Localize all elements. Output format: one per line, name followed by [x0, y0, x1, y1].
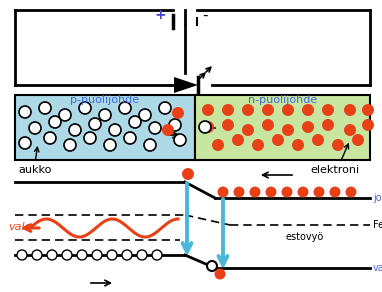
- Circle shape: [212, 139, 224, 151]
- Circle shape: [152, 250, 162, 260]
- Circle shape: [362, 119, 374, 131]
- Circle shape: [322, 104, 334, 116]
- Circle shape: [242, 104, 254, 116]
- Text: estovyö: estovyö: [285, 232, 323, 242]
- Circle shape: [29, 122, 41, 134]
- Circle shape: [322, 119, 334, 131]
- Circle shape: [249, 187, 261, 197]
- Circle shape: [79, 102, 91, 114]
- Text: johtavuusvyö: johtavuusvyö: [373, 193, 382, 203]
- Circle shape: [352, 134, 364, 146]
- Circle shape: [344, 104, 356, 116]
- Circle shape: [69, 124, 81, 136]
- Circle shape: [149, 122, 161, 134]
- Circle shape: [252, 139, 264, 151]
- Circle shape: [49, 116, 61, 128]
- Circle shape: [302, 121, 314, 133]
- Circle shape: [215, 269, 225, 279]
- Text: -: -: [202, 8, 208, 22]
- Circle shape: [77, 250, 87, 260]
- Circle shape: [119, 102, 131, 114]
- Text: aukko: aukko: [18, 165, 51, 175]
- Circle shape: [64, 139, 76, 151]
- Circle shape: [362, 104, 374, 116]
- Text: +: +: [154, 8, 166, 22]
- Circle shape: [298, 187, 309, 197]
- Circle shape: [282, 104, 294, 116]
- Circle shape: [92, 250, 102, 260]
- Circle shape: [232, 134, 244, 146]
- Circle shape: [107, 250, 117, 260]
- Circle shape: [282, 124, 294, 136]
- Circle shape: [62, 250, 72, 260]
- Circle shape: [242, 124, 254, 136]
- Circle shape: [19, 106, 31, 118]
- Circle shape: [312, 134, 324, 146]
- Circle shape: [314, 187, 324, 197]
- Circle shape: [202, 104, 214, 116]
- Circle shape: [89, 118, 101, 130]
- Text: valo: valo: [8, 222, 31, 232]
- Circle shape: [345, 187, 356, 197]
- Circle shape: [182, 168, 194, 180]
- Circle shape: [124, 132, 136, 144]
- Text: valenssivyö: valenssivyö: [373, 263, 382, 273]
- Circle shape: [330, 187, 340, 197]
- Circle shape: [272, 134, 284, 146]
- Circle shape: [172, 107, 184, 119]
- Polygon shape: [174, 77, 198, 93]
- Circle shape: [32, 250, 42, 260]
- Circle shape: [19, 137, 31, 149]
- Circle shape: [39, 102, 51, 114]
- Circle shape: [174, 134, 186, 146]
- Text: elektroni: elektroni: [310, 165, 359, 175]
- Circle shape: [17, 250, 27, 260]
- Text: Fermitaso: Fermitaso: [373, 220, 382, 230]
- Circle shape: [129, 116, 141, 128]
- Text: n-puolijohde: n-puolijohde: [248, 95, 317, 105]
- Circle shape: [265, 187, 277, 197]
- Circle shape: [99, 109, 111, 121]
- Circle shape: [217, 187, 228, 197]
- Bar: [15, 95, 195, 160]
- Circle shape: [139, 109, 151, 121]
- Circle shape: [222, 104, 234, 116]
- Circle shape: [159, 102, 171, 114]
- Circle shape: [262, 104, 274, 116]
- Circle shape: [84, 132, 96, 144]
- Circle shape: [47, 250, 57, 260]
- Circle shape: [292, 139, 304, 151]
- Circle shape: [332, 139, 344, 151]
- Circle shape: [109, 124, 121, 136]
- Circle shape: [162, 124, 174, 136]
- Circle shape: [122, 250, 132, 260]
- Circle shape: [199, 121, 211, 133]
- Circle shape: [262, 119, 274, 131]
- Bar: [195, 95, 370, 160]
- Circle shape: [59, 109, 71, 121]
- Circle shape: [344, 124, 356, 136]
- Circle shape: [222, 119, 234, 131]
- Text: p-puolijohde: p-puolijohde: [70, 95, 139, 105]
- Circle shape: [202, 121, 214, 133]
- Circle shape: [233, 187, 244, 197]
- Circle shape: [302, 104, 314, 116]
- Circle shape: [104, 139, 116, 151]
- Circle shape: [137, 250, 147, 260]
- Circle shape: [44, 132, 56, 144]
- Circle shape: [282, 187, 293, 197]
- Circle shape: [169, 119, 181, 131]
- Circle shape: [207, 261, 217, 271]
- Circle shape: [144, 139, 156, 151]
